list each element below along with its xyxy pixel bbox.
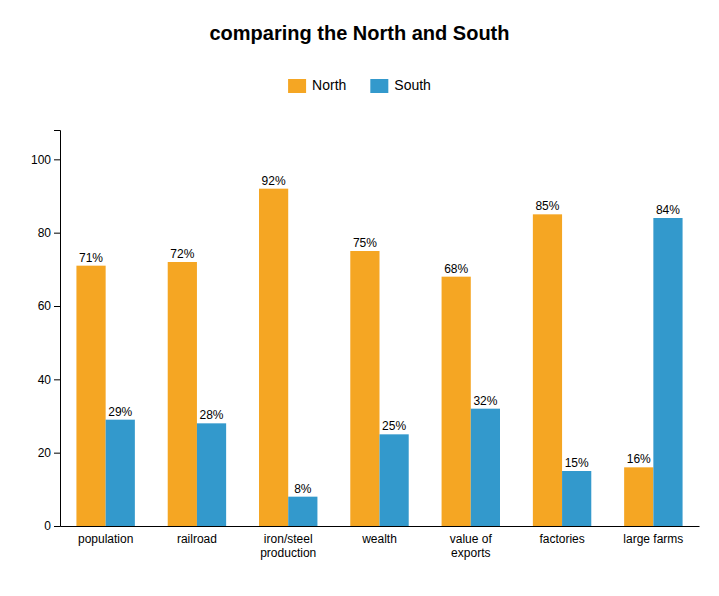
tick: 20 [38, 446, 60, 460]
bar [471, 409, 500, 526]
bar [76, 266, 105, 526]
tick-label-line: production [260, 546, 316, 560]
bar [533, 214, 562, 526]
legend-item: South [370, 77, 431, 93]
tick-label-line: iron/steel [264, 532, 313, 546]
plot: 71% 72% 92% 75% 68% 85% 16% 29% 28% 8% 25% 32% 15% 84… [31, 131, 700, 560]
tick-label: 100 [31, 153, 51, 167]
tick-label-line: value of [450, 532, 493, 546]
tick-label-line: large farms [623, 532, 683, 546]
data-label: 68% [444, 262, 468, 276]
tick-label: large farms [623, 532, 683, 546]
data-label: 8% [294, 482, 312, 496]
tick: 40 [38, 373, 60, 387]
data-label: 85% [535, 199, 559, 213]
tick: 80 [38, 226, 60, 240]
chart: comparing the North and South 71% 72% 92% 75… [0, 0, 719, 596]
bar [442, 277, 471, 526]
bar [380, 434, 409, 526]
tick-label: 80 [38, 226, 52, 240]
tick-label-line: railroad [177, 532, 217, 546]
tick: iron/steelproduction [260, 532, 316, 560]
bar [259, 189, 288, 526]
y-axis: 0 20 40 60 80 100 [31, 131, 61, 534]
data-label: 25% [382, 419, 406, 433]
data-label: 84% [656, 203, 680, 217]
axis-line [54, 131, 61, 527]
bar [106, 420, 135, 526]
legend-item: North [288, 77, 346, 93]
tick-label: value ofexports [450, 532, 493, 560]
tick: 100 [31, 153, 60, 167]
bar [168, 262, 197, 526]
bar [562, 471, 591, 526]
tick-label: iron/steelproduction [260, 532, 316, 560]
data-label: 29% [108, 405, 132, 419]
tick-label: 40 [38, 373, 52, 387]
tick-label: 0 [44, 519, 51, 533]
tick-mark [54, 379, 60, 380]
tick-mark [54, 233, 60, 234]
tick-label: 60 [38, 299, 52, 313]
tick: 0 [44, 519, 60, 533]
tick-label-line: exports [451, 546, 490, 560]
legend-swatch [370, 79, 388, 93]
tick-mark [54, 306, 60, 307]
tick: 60 [38, 299, 60, 313]
tick: railroad [177, 532, 217, 546]
bars [76, 189, 682, 526]
tick-label-line: wealth [361, 532, 397, 546]
title: comparing the North and South [210, 22, 510, 44]
data-label: 32% [473, 394, 497, 408]
tick-mark [54, 526, 60, 527]
bar [653, 218, 682, 526]
legend-swatch [288, 79, 306, 93]
x-axis: population railroad iron/steelproduction we… [61, 527, 700, 560]
data-label: 28% [200, 408, 224, 422]
data-labels: 71% 72% 92% 75% 68% 85% 16% 29% 28% 8% 25% 32% 15% 84… [79, 174, 680, 496]
bar [624, 467, 653, 526]
bar [197, 423, 226, 526]
axis-line [61, 526, 700, 527]
tick: value ofexports [450, 532, 493, 560]
legend-label: South [394, 77, 431, 93]
legend-label: North [312, 77, 346, 93]
bar [350, 251, 379, 526]
data-label: 72% [170, 247, 194, 261]
tick: population [78, 532, 133, 546]
tick-label: railroad [177, 532, 217, 546]
tick-label: factories [539, 532, 584, 546]
legend: North South [288, 77, 431, 93]
tick: large farms [623, 532, 683, 546]
data-label: 15% [565, 456, 589, 470]
tick-mark [54, 453, 60, 454]
tick-label-line: factories [539, 532, 584, 546]
data-label: 71% [79, 251, 103, 265]
tick-label: 20 [38, 446, 52, 460]
bar [288, 497, 317, 526]
tick: factories [539, 532, 584, 546]
tick-label-line: population [78, 532, 133, 546]
tick-label: population [78, 532, 133, 546]
tick: wealth [361, 532, 397, 546]
data-label: 92% [262, 174, 286, 188]
data-label: 75% [353, 236, 377, 250]
tick-label: wealth [361, 532, 397, 546]
data-label: 16% [627, 452, 651, 466]
tick-mark [54, 159, 60, 160]
